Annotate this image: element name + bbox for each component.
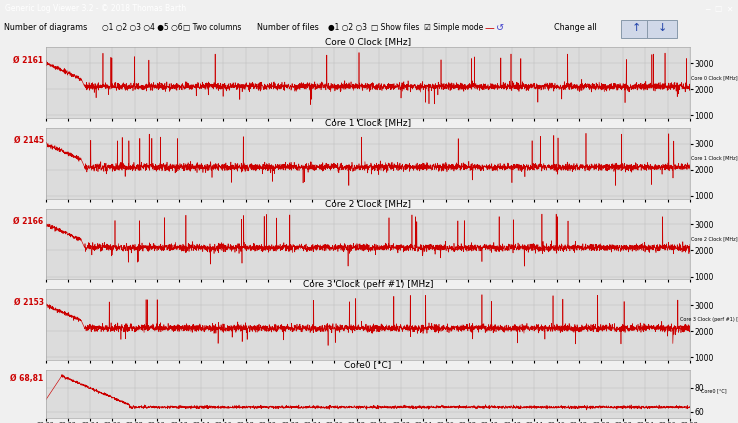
Text: Ø 2166: Ø 2166 bbox=[13, 217, 44, 226]
Text: Number of files: Number of files bbox=[257, 23, 319, 33]
Text: ✕: ✕ bbox=[726, 4, 732, 14]
Text: Ø 68,81: Ø 68,81 bbox=[10, 374, 44, 383]
Title: Core0 [°C]: Core0 [°C] bbox=[344, 360, 392, 369]
Text: Core0 [°C]: Core0 [°C] bbox=[701, 388, 727, 393]
Text: —: — bbox=[485, 23, 494, 33]
Text: ●1 ○2 ○3: ●1 ○2 ○3 bbox=[328, 23, 368, 33]
Text: Change all: Change all bbox=[554, 23, 596, 33]
Text: □ Show files: □ Show files bbox=[371, 23, 420, 33]
Text: ↺: ↺ bbox=[496, 23, 504, 33]
Bar bbox=[647, 20, 677, 38]
Text: ↑: ↑ bbox=[632, 23, 641, 33]
Title: Core 2 Clock [MHz]: Core 2 Clock [MHz] bbox=[325, 199, 411, 208]
Text: ↓: ↓ bbox=[658, 23, 666, 33]
Text: Generic Log Viewer 3.2 - © 2018 Thomas Barth: Generic Log Viewer 3.2 - © 2018 Thomas B… bbox=[5, 4, 186, 14]
Text: □ Two columns: □ Two columns bbox=[183, 23, 241, 33]
Text: Ø 2153: Ø 2153 bbox=[13, 297, 44, 307]
Title: Core 3 Clock (perf #1) [MHz]: Core 3 Clock (perf #1) [MHz] bbox=[303, 280, 433, 288]
Text: Core 1 Clock [MHz]: Core 1 Clock [MHz] bbox=[691, 156, 737, 160]
Text: Core 2 Clock [MHz]: Core 2 Clock [MHz] bbox=[691, 236, 737, 241]
Text: □: □ bbox=[714, 4, 722, 14]
Text: Ø 2145: Ø 2145 bbox=[13, 136, 44, 145]
Text: ─: ─ bbox=[705, 4, 709, 14]
Bar bbox=[621, 20, 651, 38]
Text: Ø 2161: Ø 2161 bbox=[13, 55, 44, 65]
Text: Core 3 Clock (perf #1) [M…: Core 3 Clock (perf #1) [M… bbox=[680, 317, 738, 322]
Title: Core 1 Clock [MHz]: Core 1 Clock [MHz] bbox=[325, 118, 411, 127]
Text: ☑ Simple mode: ☑ Simple mode bbox=[424, 23, 483, 33]
Text: ○1 ○2 ○3 ○4 ●5 ○6: ○1 ○2 ○3 ○4 ●5 ○6 bbox=[102, 23, 182, 33]
Text: Number of diagrams: Number of diagrams bbox=[4, 23, 87, 33]
Title: Core 0 Clock [MHz]: Core 0 Clock [MHz] bbox=[325, 38, 411, 47]
Text: Core 0 Clock [MHz]: Core 0 Clock [MHz] bbox=[691, 75, 737, 80]
